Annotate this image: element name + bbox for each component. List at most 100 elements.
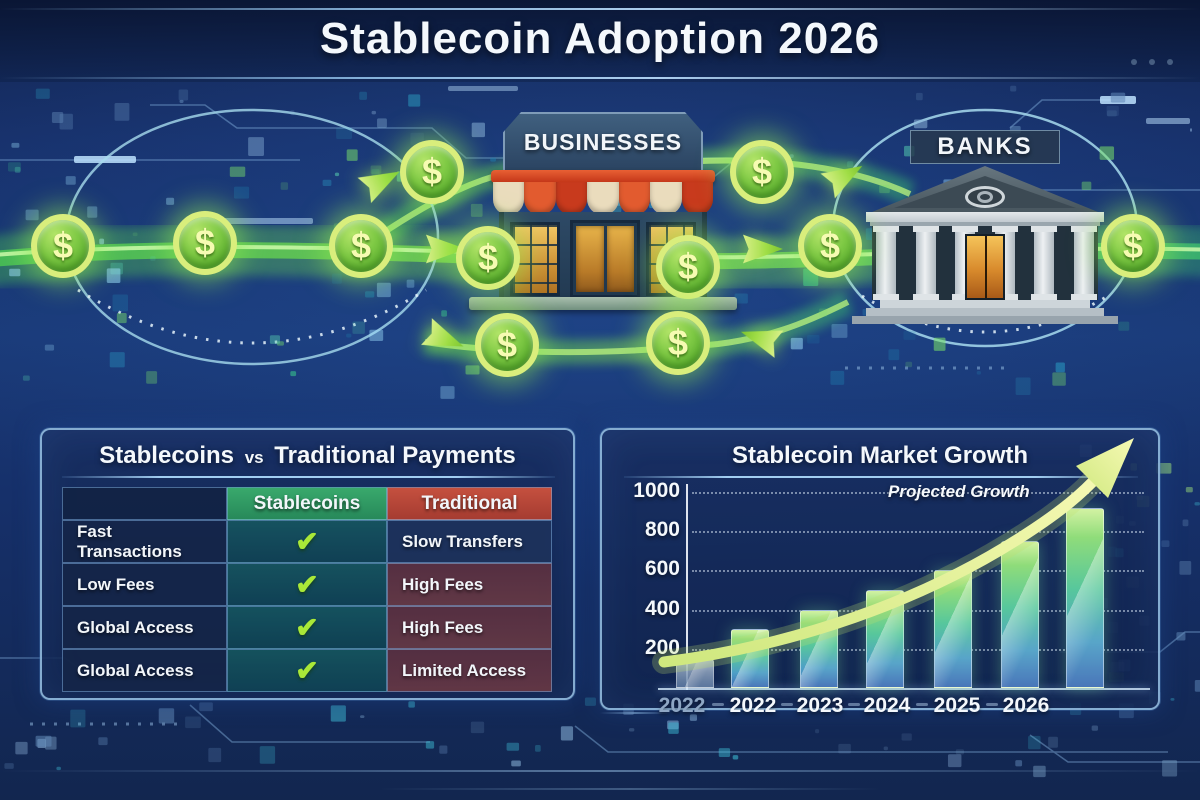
pixel-square (1099, 146, 1115, 160)
pixel-square (883, 746, 888, 751)
pixel-square (490, 157, 496, 162)
stablecoins-cell: ✔ (227, 649, 387, 692)
pixel-square (365, 291, 375, 298)
pixel-square (15, 741, 28, 755)
band-line-top (0, 8, 1200, 10)
x-label-dash (916, 703, 928, 706)
comparison-title-right: Traditional Payments (274, 442, 516, 469)
pixel-square (376, 282, 391, 298)
pixel-square (1081, 181, 1092, 190)
pixel-square (1010, 85, 1017, 92)
pixel-square (1033, 765, 1046, 778)
traditional-cell: Limited Access (387, 649, 552, 692)
pixel-square (1106, 110, 1117, 117)
pixel-square (1161, 540, 1170, 547)
pixel-square (259, 746, 276, 764)
comparison-panel: Stablecoins vs Traditional Payments Stab… (40, 428, 575, 700)
market-growth-bar (1001, 540, 1039, 688)
dollar-symbol: $ (194, 222, 216, 263)
pixel-square (818, 308, 828, 317)
pixel-square (106, 268, 121, 284)
pixel-square (114, 102, 130, 121)
bank-entablature (866, 212, 1104, 222)
bottom-line-2 (380, 788, 880, 790)
dollar-symbol: $ (52, 225, 74, 266)
header-feature (62, 487, 227, 520)
market-growth-bar (800, 609, 838, 688)
band-line-bottom (0, 77, 1200, 79)
pixel-square (208, 747, 222, 763)
pixel-square (346, 149, 358, 161)
pixel-square (470, 203, 483, 217)
x-tick-label: 2022 (658, 694, 706, 717)
pixel-square (1185, 487, 1193, 493)
pixel-square (838, 743, 851, 754)
chart-panel: Stablecoin Market Growth 200 400 600 800 100… (600, 428, 1160, 717)
pixel-square (352, 321, 365, 334)
pixel-square (718, 748, 731, 758)
pixel-square (322, 179, 332, 187)
pixel-square (35, 88, 50, 99)
dollar-coin-icon: $ (173, 211, 237, 275)
bottom-line (0, 770, 1200, 772)
pixel-square (584, 697, 596, 706)
market-growth-bar (866, 589, 904, 688)
pixel-square (535, 744, 541, 752)
comparison-table: Stablecoins Traditional Fast Transaction… (62, 487, 552, 692)
pixel-square (560, 726, 574, 741)
x-tick-label: 2023 (796, 694, 844, 717)
awning-scallops (493, 182, 713, 215)
x-tick-label: 2024 (863, 694, 911, 717)
pixel-square (233, 186, 250, 199)
pixel-square (199, 702, 213, 712)
bank-emblem-icon (965, 186, 1005, 208)
pixel-square (56, 766, 61, 771)
pixel-square (976, 371, 981, 375)
dollar-symbol: $ (677, 246, 699, 287)
dollar-symbol: $ (496, 324, 518, 365)
pixel-square (14, 166, 21, 173)
dollar-coin-icon: $ (475, 313, 539, 377)
pixel-square (668, 722, 679, 734)
bank-door (965, 234, 1005, 300)
pixel-square (947, 754, 962, 768)
market-growth-bar (934, 570, 972, 688)
banks-label: BANKS (937, 133, 1033, 160)
pixel-square (406, 279, 415, 288)
dollar-symbol: $ (751, 151, 773, 192)
pixel-square (290, 110, 295, 116)
x-label-dash (847, 703, 860, 706)
dollar-symbol: $ (1122, 225, 1144, 266)
pixel-square (408, 701, 415, 708)
pixel-square (7, 162, 21, 172)
pixel-square (59, 113, 73, 130)
x-axis-line (658, 688, 1150, 690)
pixel-square (371, 110, 376, 115)
dollar-coin-icon: $ (1101, 214, 1165, 278)
pixel-square (1055, 362, 1065, 373)
pixel-square (689, 714, 697, 721)
dollar-coin-icon: $ (798, 214, 862, 278)
pixel-square (903, 330, 916, 340)
feature-cell: Low Fees (62, 563, 227, 606)
pixel-square (1015, 377, 1031, 395)
pixel-square (35, 735, 52, 747)
pixel-square (11, 142, 20, 148)
pixel-square (185, 716, 201, 729)
stablecoins-cell: ✔ (227, 563, 387, 606)
dollar-symbol: $ (421, 151, 443, 192)
pixel-square (1182, 519, 1189, 527)
projected-growth-annotation: Projected Growth (888, 482, 1030, 501)
pixel-square (1028, 735, 1041, 750)
traditional-cell: High Fees (387, 606, 552, 649)
pixel-square (25, 209, 39, 221)
dollar-coin-icon: $ (400, 140, 464, 204)
market-growth-bar (676, 658, 714, 688)
pixel-square (667, 720, 679, 730)
pixel-square (847, 161, 854, 168)
y-tick-label: 200 (644, 635, 680, 659)
pixel-square (1048, 736, 1058, 748)
bar-chart-plot: 200 400 600 800 1000 2022 2022 2023 2024 2025 2026 (602, 430, 1158, 717)
comparison-title: Stablecoins vs Traditional Payments (42, 442, 573, 470)
pixel-square (109, 352, 125, 368)
